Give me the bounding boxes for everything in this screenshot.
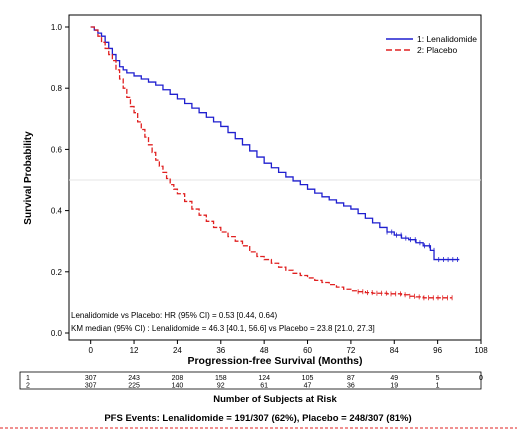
risk-cell: 243 (128, 375, 140, 382)
y-tick-label: 0.0 (51, 329, 63, 338)
risk-cell: 158 (215, 375, 227, 382)
x-tick-label: 96 (433, 346, 442, 355)
pfs-events-footer: PFS Events: Lenalidomide = 191/307 (62%)… (104, 413, 411, 424)
series-group (90, 26, 460, 301)
risk-cell: 307 (85, 383, 97, 390)
x-tick-label: 108 (474, 346, 488, 355)
hr-annotation: Lenalidomide vs Placebo: HR (95% CI) = 0… (71, 311, 277, 320)
risk-row-label: 2 (26, 383, 30, 390)
risk-cell: 49 (390, 375, 398, 382)
risk-cell: 36 (347, 383, 355, 390)
x-axis-title: Progression-free Survival (Months) (187, 355, 362, 367)
series-line-placebo (90, 26, 453, 299)
y-tick-label: 0.8 (51, 84, 63, 93)
y-axis: 0.0 0.2 0.4 0.6 0.8 1.0 (51, 23, 69, 338)
risk-cell: 47 (304, 383, 312, 390)
risk-cell: 225 (128, 383, 140, 390)
risk-cell: 61 (260, 383, 268, 390)
risk-cell: 19 (390, 383, 398, 390)
risk-cell: 5 (436, 375, 440, 382)
x-axis: 0 12 24 36 48 60 72 84 96 108 (88, 340, 488, 355)
x-tick-label: 12 (130, 346, 139, 355)
y-axis-title: Survival Probability (23, 131, 34, 225)
km-median-annotation: KM median (95% CI) : Lenalidomide = 46.3… (71, 324, 375, 333)
risk-table-title: Number of Subjects at Risk (213, 394, 337, 405)
y-tick-label: 0.6 (51, 145, 63, 154)
x-tick-label: 84 (390, 346, 399, 355)
risk-cell: 92 (217, 383, 225, 390)
risk-cell: 140 (172, 383, 184, 390)
plot-frame (68, 14, 482, 341)
risk-cell: 208 (172, 375, 184, 382)
risk-cell: 87 (347, 375, 355, 382)
risk-cell: 124 (258, 375, 270, 382)
risk-cell: 1 (436, 383, 440, 390)
risk-table-frame (19, 371, 482, 390)
x-tick-label: 24 (173, 346, 182, 355)
legend: 1: Lenalidomide 2: Placebo (386, 34, 477, 55)
x-tick-label: 60 (303, 346, 312, 355)
series-line-lenalidomide (90, 26, 460, 261)
y-tick-label: 0.4 (51, 207, 63, 216)
x-tick-label: 36 (216, 346, 225, 355)
y-tick-label: 0.2 (51, 268, 63, 277)
x-tick-label: 48 (260, 346, 269, 355)
legend-label-lenalidomide: 1: Lenalidomide (417, 34, 477, 44)
legend-label-placebo: 2: Placebo (417, 45, 457, 55)
risk-row-label: 1 (26, 375, 30, 382)
x-tick-label: 72 (346, 346, 355, 355)
risk-cell: 0 (479, 375, 483, 382)
risk-cell: 105 (302, 375, 314, 382)
y-tick-label: 1.0 (51, 23, 63, 32)
risk-cell: 307 (85, 375, 97, 382)
x-tick-label: 0 (88, 346, 93, 355)
